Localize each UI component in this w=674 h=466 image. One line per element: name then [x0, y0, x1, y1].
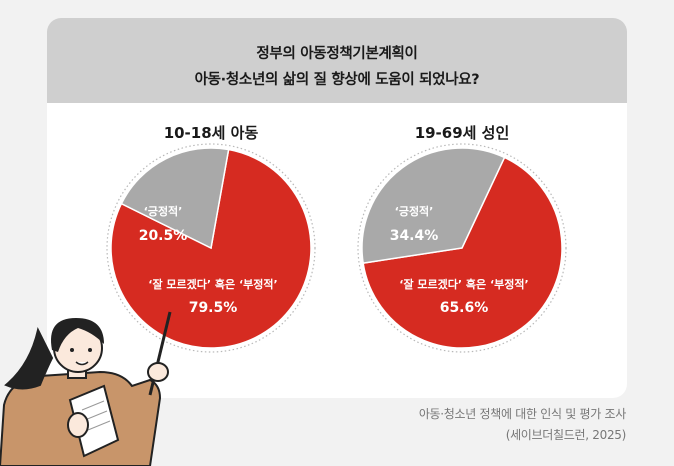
hair-back — [4, 327, 54, 390]
title-line-2: 아동·청소년의 삶의 질 향상에 도움이 되었나요? — [194, 72, 480, 88]
pie-border-ring — [357, 143, 567, 353]
pie-border-ring — [106, 143, 316, 353]
positive-value: 20.5% — [139, 228, 188, 244]
chart-title: 19-69세 성인 — [415, 124, 510, 142]
mouth — [75, 361, 89, 366]
positive-label: ‘긍정적’ — [395, 204, 434, 218]
source-line-2: (세이브더칠드런, 2025) — [505, 428, 627, 442]
negative-value: 79.5% — [189, 300, 238, 316]
positive-label: ‘긍정적’ — [144, 204, 183, 218]
pie-slice-negative — [362, 156, 563, 349]
hair-top — [51, 318, 104, 352]
header-banner: 정부의 아동정책기본계획이 아동·청소년의 삶의 질 향상에 도움이 되었나요? — [47, 18, 627, 103]
pointer-stick — [148, 311, 172, 396]
source-line-1: 아동·청소년 정책에 대한 인식 및 평가 조사 — [418, 407, 626, 421]
pie-slice-positive — [361, 147, 506, 264]
title-line-1: 정부의 아동정책기본계획이 — [256, 46, 418, 62]
negative-label: ‘잘 모르겠다’ 혹은 ‘부정적’ — [148, 277, 277, 291]
negative-value: 65.6% — [440, 300, 489, 316]
positive-value: 34.4% — [390, 228, 439, 244]
pie-slice-positive — [120, 147, 230, 250]
left-eye — [70, 348, 74, 352]
right-eye — [88, 348, 92, 352]
paper-hand — [67, 412, 89, 438]
pointer-hand — [147, 362, 169, 382]
chart-title: 10-18세 아동 — [164, 124, 259, 142]
negative-label: ‘잘 모르겠다’ 혹은 ‘부정적’ — [399, 277, 528, 291]
